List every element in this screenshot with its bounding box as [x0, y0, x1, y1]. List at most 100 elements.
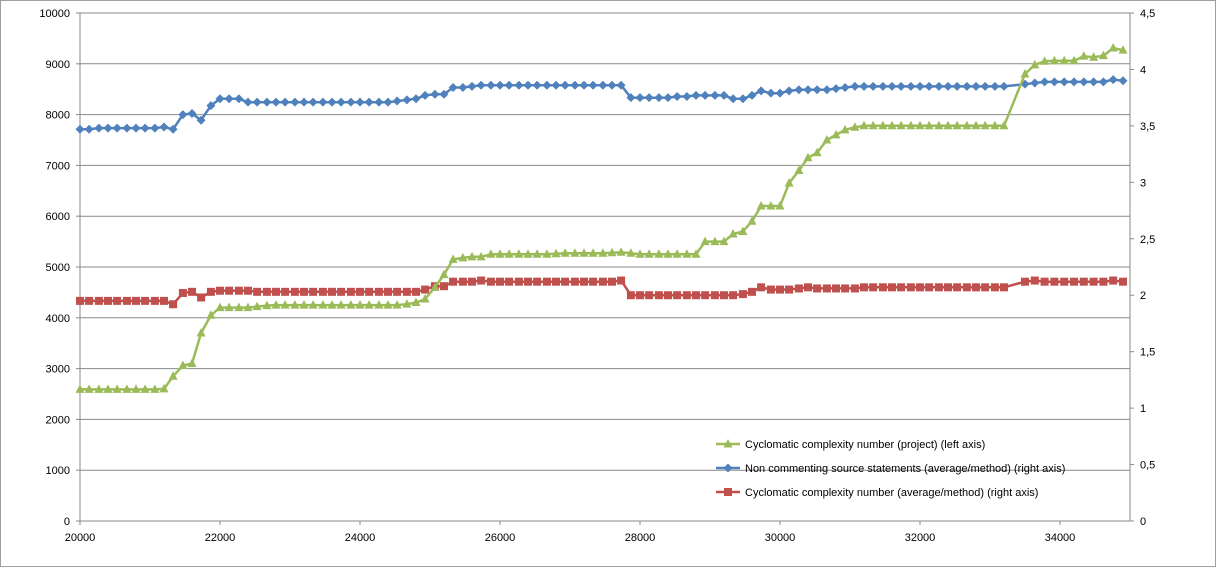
data-point	[94, 296, 103, 305]
data-point	[897, 283, 906, 292]
data-point	[700, 236, 710, 246]
data-point	[150, 123, 160, 133]
data-point	[859, 120, 869, 130]
data-point	[1040, 77, 1050, 87]
data-point	[663, 93, 673, 103]
data-point	[962, 283, 971, 292]
data-point	[850, 81, 860, 91]
data-point	[486, 80, 496, 90]
data-point	[934, 81, 944, 91]
data-point	[850, 122, 860, 131]
data-point	[971, 81, 981, 91]
data-point	[169, 300, 178, 309]
y-tick-label: 6000	[46, 211, 70, 223]
data-point	[812, 85, 822, 95]
data-point	[617, 276, 626, 285]
data-point	[887, 81, 897, 91]
data-point	[748, 287, 756, 296]
data-point	[551, 248, 561, 258]
data-point	[336, 97, 346, 107]
data-point	[215, 94, 225, 104]
data-point	[392, 96, 402, 106]
data-point	[309, 287, 318, 296]
data-point	[1089, 52, 1099, 61]
data-point	[243, 97, 253, 107]
y2-tick-label: 3,5	[1140, 121, 1155, 133]
data-point	[756, 201, 766, 210]
data-point	[663, 249, 673, 258]
data-point	[728, 228, 738, 238]
data-point	[355, 300, 365, 309]
data-point	[196, 115, 206, 125]
series-0	[75, 43, 1128, 393]
data-point	[122, 296, 131, 305]
data-point	[112, 123, 122, 133]
data-point	[430, 282, 440, 291]
data-point	[757, 283, 766, 292]
data-point	[467, 251, 477, 261]
legend-entry-2: Cyclomatic complexity number (average/me…	[716, 487, 1038, 499]
data-point	[1040, 56, 1050, 65]
data-point	[448, 83, 458, 93]
data-point	[570, 248, 580, 257]
data-point	[364, 97, 374, 107]
data-point	[476, 80, 486, 90]
data-point	[532, 80, 542, 90]
data-point	[560, 248, 570, 257]
data-point	[467, 81, 477, 91]
data-point	[524, 277, 532, 286]
data-point	[299, 300, 309, 309]
data-point	[552, 277, 560, 286]
data-point	[654, 93, 664, 103]
data-point	[318, 300, 328, 309]
data-point	[374, 97, 384, 107]
data-point	[720, 291, 728, 300]
data-point	[616, 247, 626, 256]
data-point	[672, 92, 682, 102]
data-point	[234, 286, 243, 295]
data-point	[1109, 276, 1118, 285]
data-point	[328, 287, 336, 296]
data-point	[738, 94, 748, 104]
x-tick-label: 26000	[485, 532, 516, 544]
y2-tick-label: 4,5	[1140, 8, 1155, 20]
data-point	[187, 108, 197, 118]
data-point	[906, 120, 916, 130]
data-point	[952, 120, 962, 130]
legend-entry-0: Cyclomatic complexity number (project) (…	[716, 439, 985, 451]
data-point	[775, 201, 785, 210]
x-tick-label: 28000	[625, 532, 656, 544]
data-point	[1098, 77, 1108, 87]
data-point	[188, 287, 196, 296]
data-point	[280, 97, 290, 107]
data-point	[999, 120, 1009, 130]
data-point	[579, 80, 589, 90]
data-point	[495, 80, 505, 90]
data-point	[1089, 77, 1099, 87]
data-point	[262, 287, 271, 296]
data-point	[1050, 277, 1059, 286]
data-point	[990, 120, 1000, 130]
data-point	[841, 284, 850, 293]
data-point	[598, 248, 608, 257]
data-point	[496, 277, 504, 286]
data-point	[803, 85, 813, 95]
data-point	[794, 165, 804, 174]
y-tick-label: 0	[64, 516, 70, 528]
data-point	[448, 254, 458, 263]
data-point	[878, 81, 888, 91]
data-point	[551, 80, 561, 90]
legend-marker	[723, 439, 733, 448]
data-point	[1059, 77, 1069, 87]
data-point	[495, 249, 505, 258]
data-point	[1118, 45, 1128, 54]
data-point	[476, 251, 486, 261]
x-tick-label: 22000	[205, 532, 236, 544]
data-point	[224, 94, 234, 104]
data-point	[280, 300, 290, 309]
data-point	[272, 287, 280, 296]
data-point	[206, 310, 216, 319]
data-point	[84, 124, 94, 134]
axes: 0100020003000400050006000700080009000100…	[39, 8, 1155, 544]
